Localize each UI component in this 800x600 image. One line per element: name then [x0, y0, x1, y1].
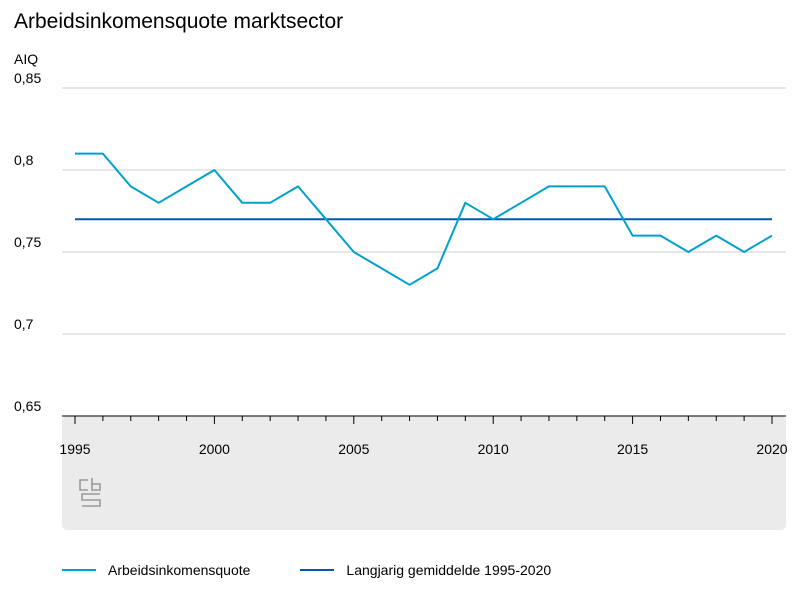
data-point	[604, 185, 606, 187]
y-tick-label: 0,75	[14, 234, 41, 250]
data-point	[157, 202, 159, 204]
legend-label-langjarig-gemiddelde: Langjarig gemiddelde 1995-2020	[346, 562, 552, 578]
data-point	[269, 218, 271, 220]
data-point	[213, 218, 215, 220]
data-point	[380, 218, 382, 220]
data-point	[185, 185, 187, 187]
legend-swatch-arbeidsinkomensquote	[62, 569, 96, 571]
data-point	[771, 234, 773, 236]
data-point	[715, 218, 717, 220]
x-tick-label: 1995	[59, 441, 90, 457]
data-point	[492, 218, 494, 220]
y-tick-label: 0,85	[14, 70, 41, 86]
data-point	[520, 202, 522, 204]
data-point	[548, 218, 550, 220]
data-point	[353, 218, 355, 220]
y-tick-label: 0,8	[14, 152, 34, 168]
y-tick-label: 0,65	[14, 398, 41, 414]
x-tick-label: 2020	[756, 441, 787, 457]
data-point	[269, 202, 271, 204]
data-point	[604, 218, 606, 220]
chart-legend: Arbeidsinkomensquote Langjarig gemiddeld…	[62, 562, 601, 578]
data-point	[102, 218, 104, 220]
data-point	[297, 218, 299, 220]
data-point	[325, 218, 327, 220]
data-point	[715, 234, 717, 236]
data-point	[241, 218, 243, 220]
x-tick-label: 2000	[199, 441, 230, 457]
data-point	[241, 202, 243, 204]
data-point	[157, 218, 159, 220]
data-point	[576, 185, 578, 187]
legend-label-arbeidsinkomensquote: Arbeidsinkomensquote	[108, 562, 251, 578]
data-point	[659, 234, 661, 236]
data-point	[631, 234, 633, 236]
series-line-arbeidsinkomensquote	[75, 152, 773, 286]
x-tick-label: 2015	[617, 441, 648, 457]
data-point	[687, 218, 689, 220]
data-point	[185, 218, 187, 220]
chart-title: Arbeidsinkomensquote marktsector	[14, 10, 344, 33]
data-point	[659, 218, 661, 220]
data-point	[520, 218, 522, 220]
data-point	[213, 169, 215, 171]
data-point	[297, 185, 299, 187]
data-point	[464, 202, 466, 204]
data-point	[743, 251, 745, 253]
data-point	[408, 218, 410, 220]
data-point	[74, 152, 76, 154]
data-point	[102, 152, 104, 154]
data-point	[576, 218, 578, 220]
data-point	[631, 218, 633, 220]
footer-panel	[62, 416, 786, 530]
x-tick-label: 2010	[478, 441, 509, 457]
legend-swatch-langjarig-gemiddelde	[300, 569, 335, 571]
data-point	[436, 267, 438, 269]
legend-item-arbeidsinkomensquote: Arbeidsinkomensquote	[62, 562, 250, 578]
cbs-logo	[79, 478, 101, 507]
data-point	[353, 251, 355, 253]
data-point	[380, 267, 382, 269]
data-point	[74, 218, 76, 220]
data-point	[464, 218, 466, 220]
x-tick-label: 2005	[338, 441, 369, 457]
data-point	[408, 284, 410, 286]
data-point	[130, 218, 132, 220]
data-point	[771, 218, 773, 220]
data-point	[687, 251, 689, 253]
data-point	[436, 218, 438, 220]
data-point	[130, 185, 132, 187]
data-point	[743, 218, 745, 220]
y-tick-label: 0,7	[14, 316, 34, 332]
legend-item-langjarig-gemiddelde: Langjarig gemiddelde 1995-2020	[300, 562, 551, 578]
y-axis-title: AIQ	[14, 51, 38, 67]
data-point	[548, 185, 550, 187]
